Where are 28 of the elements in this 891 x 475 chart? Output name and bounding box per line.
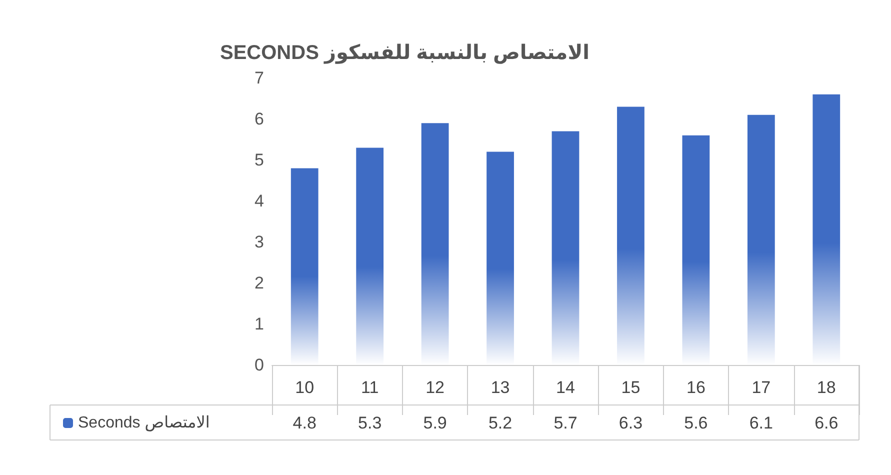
y-tick-label: 7 xyxy=(254,68,264,88)
data-label: 5.9 xyxy=(423,414,447,432)
data-label: 5.7 xyxy=(554,414,578,432)
y-tick-label: 3 xyxy=(254,232,264,252)
x-tick-label: 10 xyxy=(295,378,314,397)
x-tick-label: 14 xyxy=(556,378,575,397)
x-tick-label: 16 xyxy=(686,378,706,397)
x-tick-label: 17 xyxy=(752,378,771,397)
y-tick-label: 6 xyxy=(254,110,264,128)
data-label: 6.3 xyxy=(618,414,643,432)
data-label: 6.6 xyxy=(814,414,838,432)
x-tick-label: 11 xyxy=(361,378,379,397)
x-tick-label: 18 xyxy=(816,378,836,397)
y-tick-label: 5 xyxy=(254,150,264,170)
chart-title: SECONDS الامتصاص بالنسبة للفسكوز xyxy=(220,42,590,64)
x-tick-label: 12 xyxy=(426,378,445,397)
y-tick-label: 2 xyxy=(254,274,264,292)
legend-label: Seconds الامتصاص xyxy=(78,414,210,432)
x-tick-label: 15 xyxy=(621,378,640,397)
data-label: 6.1 xyxy=(749,414,773,432)
y-tick-label: 4 xyxy=(254,192,264,210)
data-label: 5.2 xyxy=(488,414,512,432)
data-label: 5.6 xyxy=(684,414,708,432)
data-label: 5.3 xyxy=(358,414,382,432)
x-tick-label: 13 xyxy=(490,378,510,397)
y-tick-label: 1 xyxy=(254,314,264,334)
y-tick-label: 0 xyxy=(254,356,264,374)
data-label: 4.8 xyxy=(292,414,316,432)
